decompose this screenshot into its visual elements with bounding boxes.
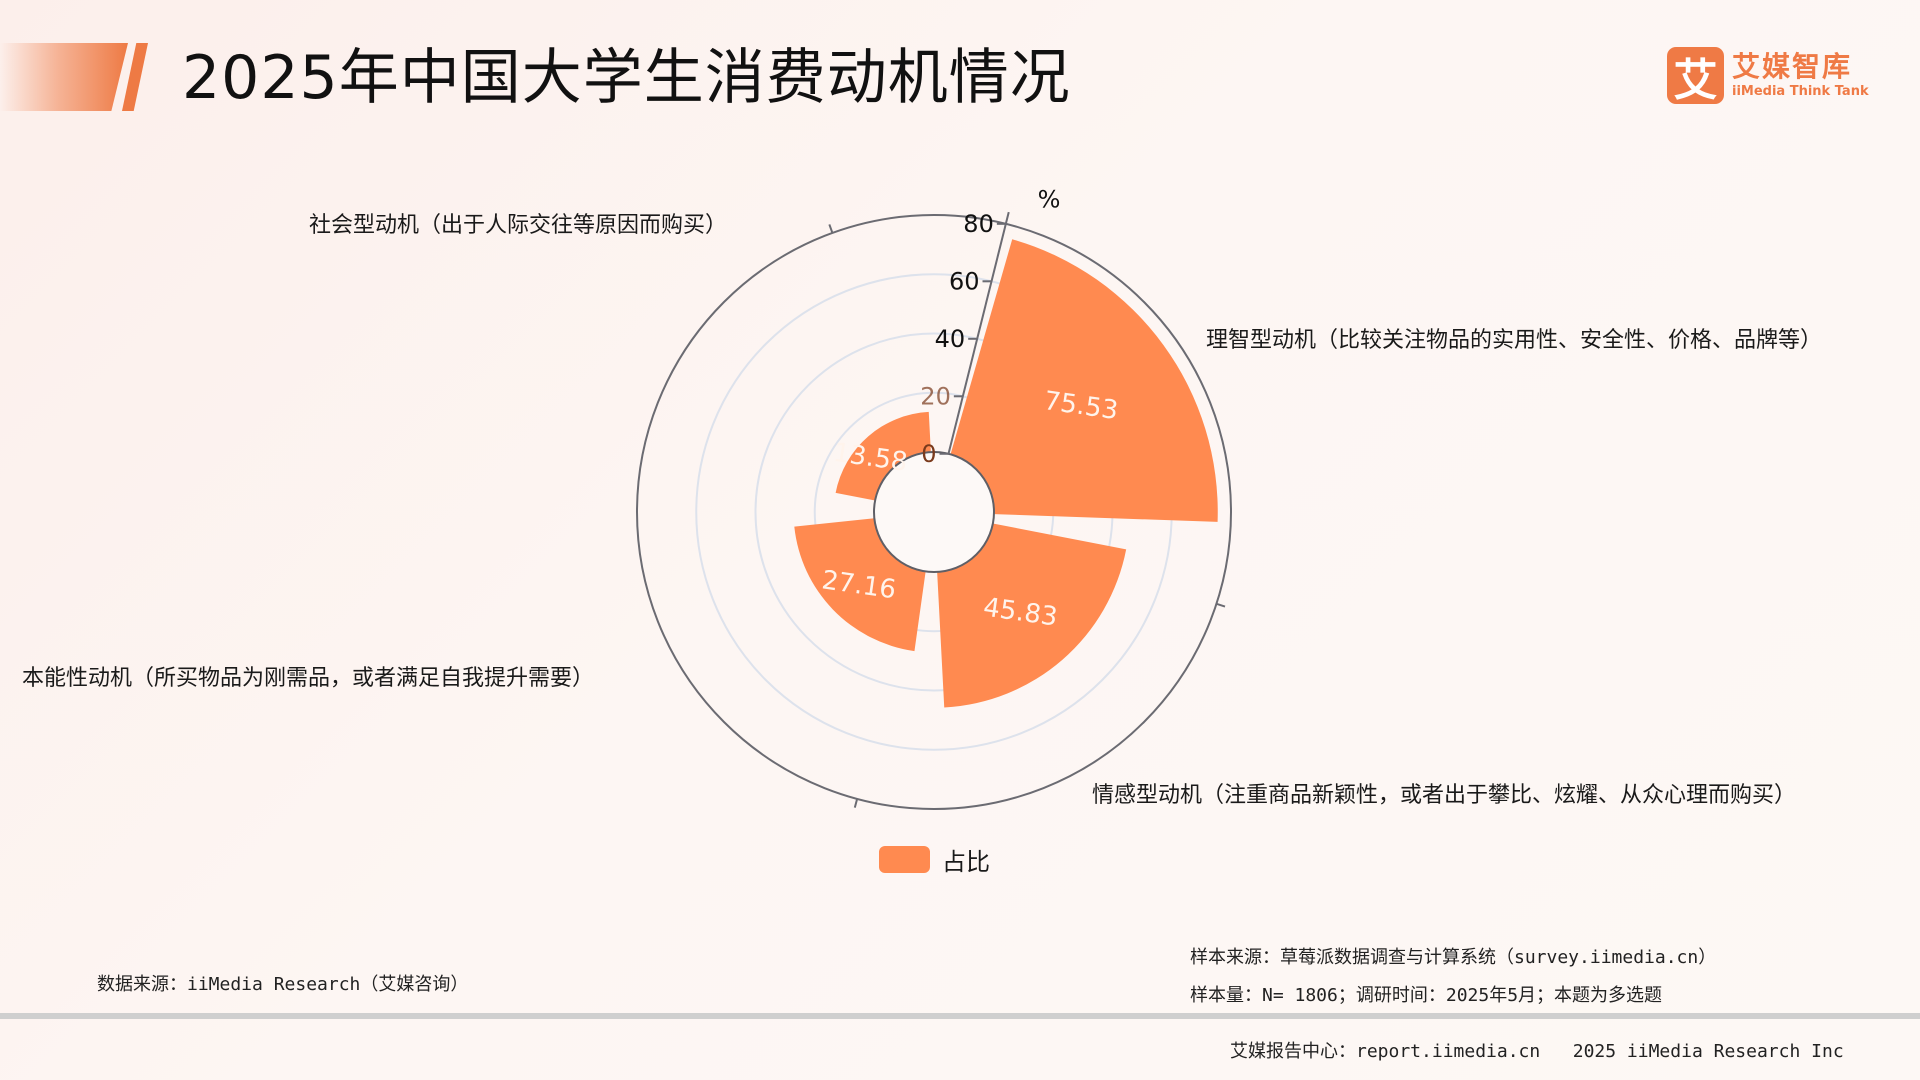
svg-text:0: 0 <box>921 440 936 468</box>
chart-legend: 占比 <box>879 842 990 877</box>
header-accent-bar <box>0 43 128 111</box>
sample-source-note: 样本来源：草莓派数据调查与计算系统（survey.iimedia.cn） <box>1190 947 1717 968</box>
footer-divider <box>0 1013 1920 1019</box>
bars <box>794 239 1218 708</box>
category-label-social: 社会型动机（出于人际交往等原因而购买） <box>309 213 728 238</box>
logo-name-en: iiMedia Think Tank <box>1732 83 1869 99</box>
svg-text:40: 40 <box>935 325 966 353</box>
sample-size-note: 样本量：N= 1806；调研时间：2025年5月；本题为多选题 <box>1190 985 1663 1006</box>
bar-1 <box>937 523 1127 708</box>
bar-3 <box>835 411 931 501</box>
logo-mark-icon: 艾 <box>1667 47 1724 106</box>
legend-swatch <box>879 846 930 873</box>
logo-name-cn: 艾媒智库 <box>1732 49 1853 83</box>
svg-text:20: 20 <box>920 382 951 410</box>
legend-label: 占比 <box>942 848 990 876</box>
category-label-emotional: 情感型动机（注重商品新颖性，或者出于攀比、炫耀、从众心理而购买） <box>1092 783 1797 808</box>
svg-text:80: 80 <box>963 210 994 238</box>
svg-text:60: 60 <box>949 267 980 295</box>
category-label-instinct: 本能性动机（所买物品为刚需品，或者满足自我提升需要） <box>22 666 595 691</box>
bar-0 <box>950 239 1218 522</box>
page-title: 2025年中国大学生消费动机情况 <box>182 43 1071 113</box>
bar-2 <box>794 518 926 652</box>
footer-text: 艾媒报告中心：report.iimedia.cn 2025 iiMedia Re… <box>1230 1041 1844 1062</box>
iimedia-logo: 艾 艾媒智库 iiMedia Think Tank <box>1667 47 1869 106</box>
category-label-rational: 理智型动机（比较关注物品的实用性、安全性、价格、品牌等） <box>1206 328 1823 353</box>
svg-text:%: % <box>1038 185 1061 213</box>
data-source-note: 数据来源：iiMedia Research（艾媒咨询） <box>97 974 469 995</box>
radial-axis: 0 20 40 60 80% <box>920 185 1060 467</box>
